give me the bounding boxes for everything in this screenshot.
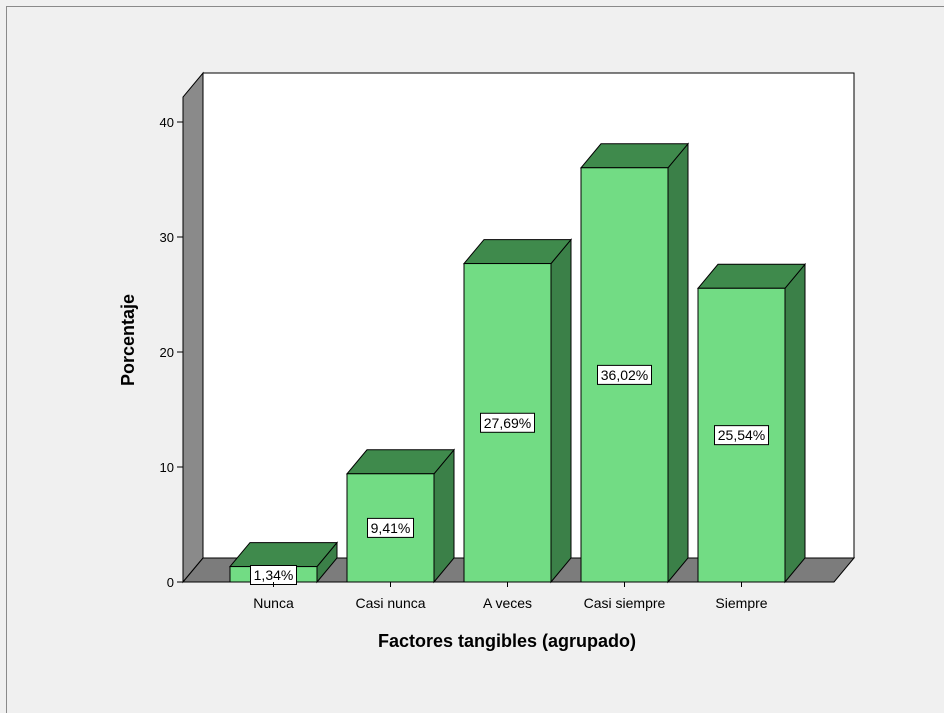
y-tick-label: 40 [160, 115, 174, 130]
x-tick-label: Siempre [715, 595, 767, 611]
data-label-box [367, 517, 414, 538]
data-label: 27,69% [484, 415, 531, 431]
bar: 9,41% [345, 448, 456, 584]
y-axis-title: Porcentaje [118, 294, 138, 386]
data-label: 1,34% [254, 567, 294, 583]
x-axis: Nunca Casi nunca A veces Casi siempre Siempr… [253, 582, 768, 611]
y-tick-label: 20 [160, 345, 174, 360]
bar: 36,02% [579, 142, 690, 584]
x-tick-label: Casi nunca [355, 595, 425, 611]
data-label-box [480, 412, 535, 433]
data-label: 36,02% [601, 367, 648, 383]
y-axis: 0 10 20 30 40 [160, 107, 184, 590]
chart-frame [6, 6, 944, 713]
data-label-box [597, 364, 652, 385]
y-tick-label: 30 [160, 230, 174, 245]
data-label: 25,54% [718, 427, 765, 443]
bars: 1,34% 9,41% 27,69% 36,02% 25,54% [228, 142, 807, 585]
y-tick-label: 0 [167, 575, 174, 590]
bar: 27,69% [462, 238, 573, 584]
bar-side [667, 142, 689, 584]
bar: 25,54% [696, 262, 807, 584]
x-tick-label: A veces [483, 595, 532, 611]
side-wall [182, 71, 204, 584]
x-axis-title: Factores tangibles (agrupado) [378, 631, 636, 651]
bar-side [550, 238, 572, 584]
y-tick-label: 10 [160, 460, 174, 475]
data-label: 9,41% [371, 520, 411, 536]
bar-side [784, 262, 806, 584]
data-label-box [714, 425, 769, 446]
x-tick-label: Casi siempre [584, 595, 666, 611]
x-tick-label: Nunca [253, 595, 294, 611]
bar: 1,34% [228, 541, 339, 585]
